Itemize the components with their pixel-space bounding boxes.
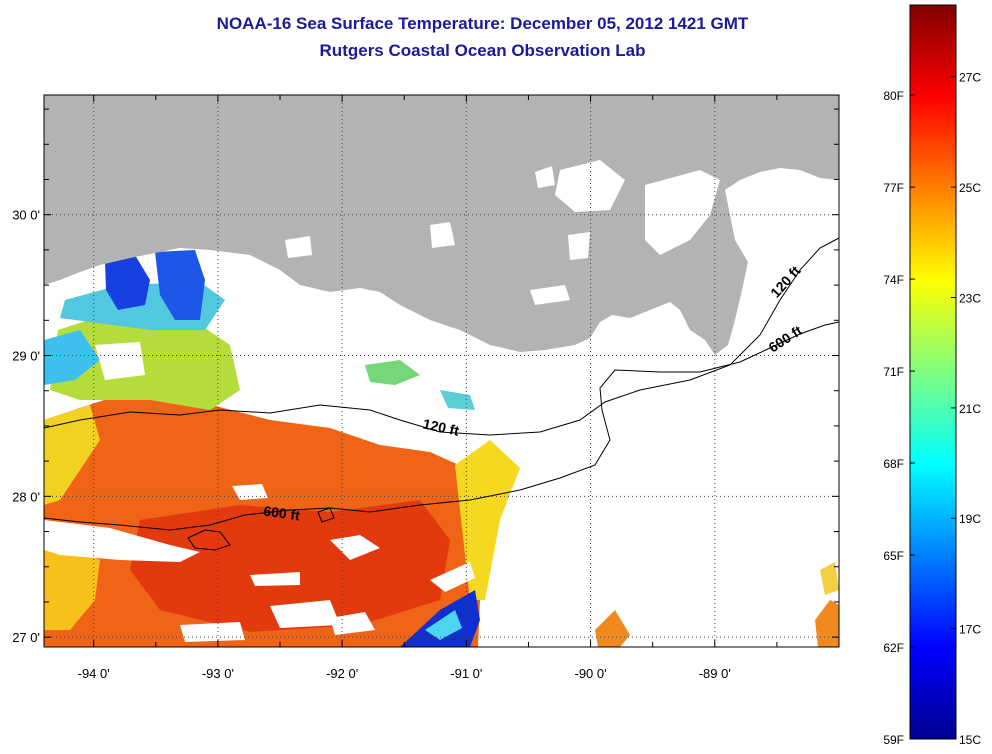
map-subtitle: Rutgers Coastal Ocean Observation Lab xyxy=(319,41,646,60)
cloud-gap-5 xyxy=(330,612,375,635)
fahrenheit-label: 62F xyxy=(883,641,904,655)
fahrenheit-label: 59F xyxy=(883,733,904,747)
sst-patch-green xyxy=(50,310,240,410)
inland-lake-7 xyxy=(530,285,570,305)
sst-patch-red-core xyxy=(130,500,450,632)
sst-patch-blue-nearshore xyxy=(105,255,150,310)
cloud-mask xyxy=(44,342,475,642)
inland-water-bodies xyxy=(285,160,720,305)
isobath-600ft-loop xyxy=(187,529,231,551)
axis-ticks xyxy=(44,95,840,647)
sst-patch-cyan-northwest xyxy=(44,330,100,385)
sst-patch-yellow-east xyxy=(455,440,520,600)
latitude-labels: 30 0' 29 0' 28 0' 27 0' xyxy=(12,208,40,645)
celsius-label: 25C xyxy=(959,181,981,195)
sst-patch-orange-southeast xyxy=(595,610,630,647)
sst-patch-yellow-southwest xyxy=(44,545,100,630)
cloud-gap-center xyxy=(330,535,380,560)
inland-lake-4 xyxy=(568,232,590,260)
latitude-label: 28 0' xyxy=(12,489,40,504)
latitude-label: 27 0' xyxy=(12,630,40,645)
sst-patch-yellow-east-edge xyxy=(820,562,839,595)
isobath-600ft-loop-2 xyxy=(317,507,335,523)
cloud-gap-west xyxy=(44,520,200,562)
sst-patch-blue-coastal xyxy=(155,250,205,320)
celsius-label: 27C xyxy=(959,71,981,85)
celsius-label: 19C xyxy=(959,512,981,526)
cloud-gap-4 xyxy=(180,622,245,642)
inland-lake-3 xyxy=(645,170,720,255)
colorbar-ticks: 27C 25C 23C 21C 19C 17C 15C 80F 77F 74F 71F 68F 65F 6… xyxy=(883,71,981,747)
celsius-label: 21C xyxy=(959,402,981,416)
longitude-label: -91 0' xyxy=(450,666,482,681)
lat-lon-grid xyxy=(44,95,839,647)
inland-lake-5 xyxy=(285,236,312,258)
fahrenheit-label: 68F xyxy=(883,457,904,471)
latitude-label: 29 0' xyxy=(12,349,40,364)
contour-label-120ft-west: 120 ft xyxy=(421,415,460,438)
sst-patch-yellow-west xyxy=(44,405,100,505)
sst-patch-cyan-south xyxy=(425,610,462,640)
longitude-label: -89 0' xyxy=(699,666,731,681)
fahrenheit-label: 71F xyxy=(883,365,904,379)
longitude-labels: -94 0' -93 0' -92 0' -91 0' -90 0' -89 0' xyxy=(78,666,731,681)
fahrenheit-label: 77F xyxy=(883,181,904,195)
longitude-label: -90 0' xyxy=(575,666,607,681)
fahrenheit-label: 74F xyxy=(883,273,904,287)
isobath-120ft xyxy=(44,237,839,436)
sst-patch-green-small xyxy=(365,360,420,385)
celsius-label: 23C xyxy=(959,291,981,305)
celsius-label: 17C xyxy=(959,623,981,637)
contour-label-600ft-west: 600 ft xyxy=(262,503,301,524)
latitude-label: 30 0' xyxy=(12,208,40,223)
fahrenheit-label: 65F xyxy=(883,549,904,563)
colorbar xyxy=(909,4,957,740)
inland-lake-6 xyxy=(430,222,455,248)
sst-patch-blue-south xyxy=(400,590,480,647)
longitude-label: -92 0' xyxy=(326,666,358,681)
map-frame xyxy=(43,94,840,648)
celsius-label: 15C xyxy=(959,733,981,747)
isobath-600ft xyxy=(44,321,839,531)
inland-lake-2 xyxy=(535,166,555,188)
cloud-gap-6 xyxy=(95,342,145,380)
longitude-label: -94 0' xyxy=(78,666,110,681)
cloud-gap-3 xyxy=(270,600,340,628)
isobath-contours xyxy=(44,237,839,551)
fahrenheit-label: 80F xyxy=(883,89,904,103)
inland-lake-1 xyxy=(555,160,625,212)
cloud-gap-2 xyxy=(250,572,300,586)
longitude-label: -93 0' xyxy=(202,666,234,681)
cloud-gap-7 xyxy=(430,562,475,592)
map-title: NOAA-16 Sea Surface Temperature: Decembe… xyxy=(216,14,749,33)
sst-patch-orange-east xyxy=(815,600,839,647)
